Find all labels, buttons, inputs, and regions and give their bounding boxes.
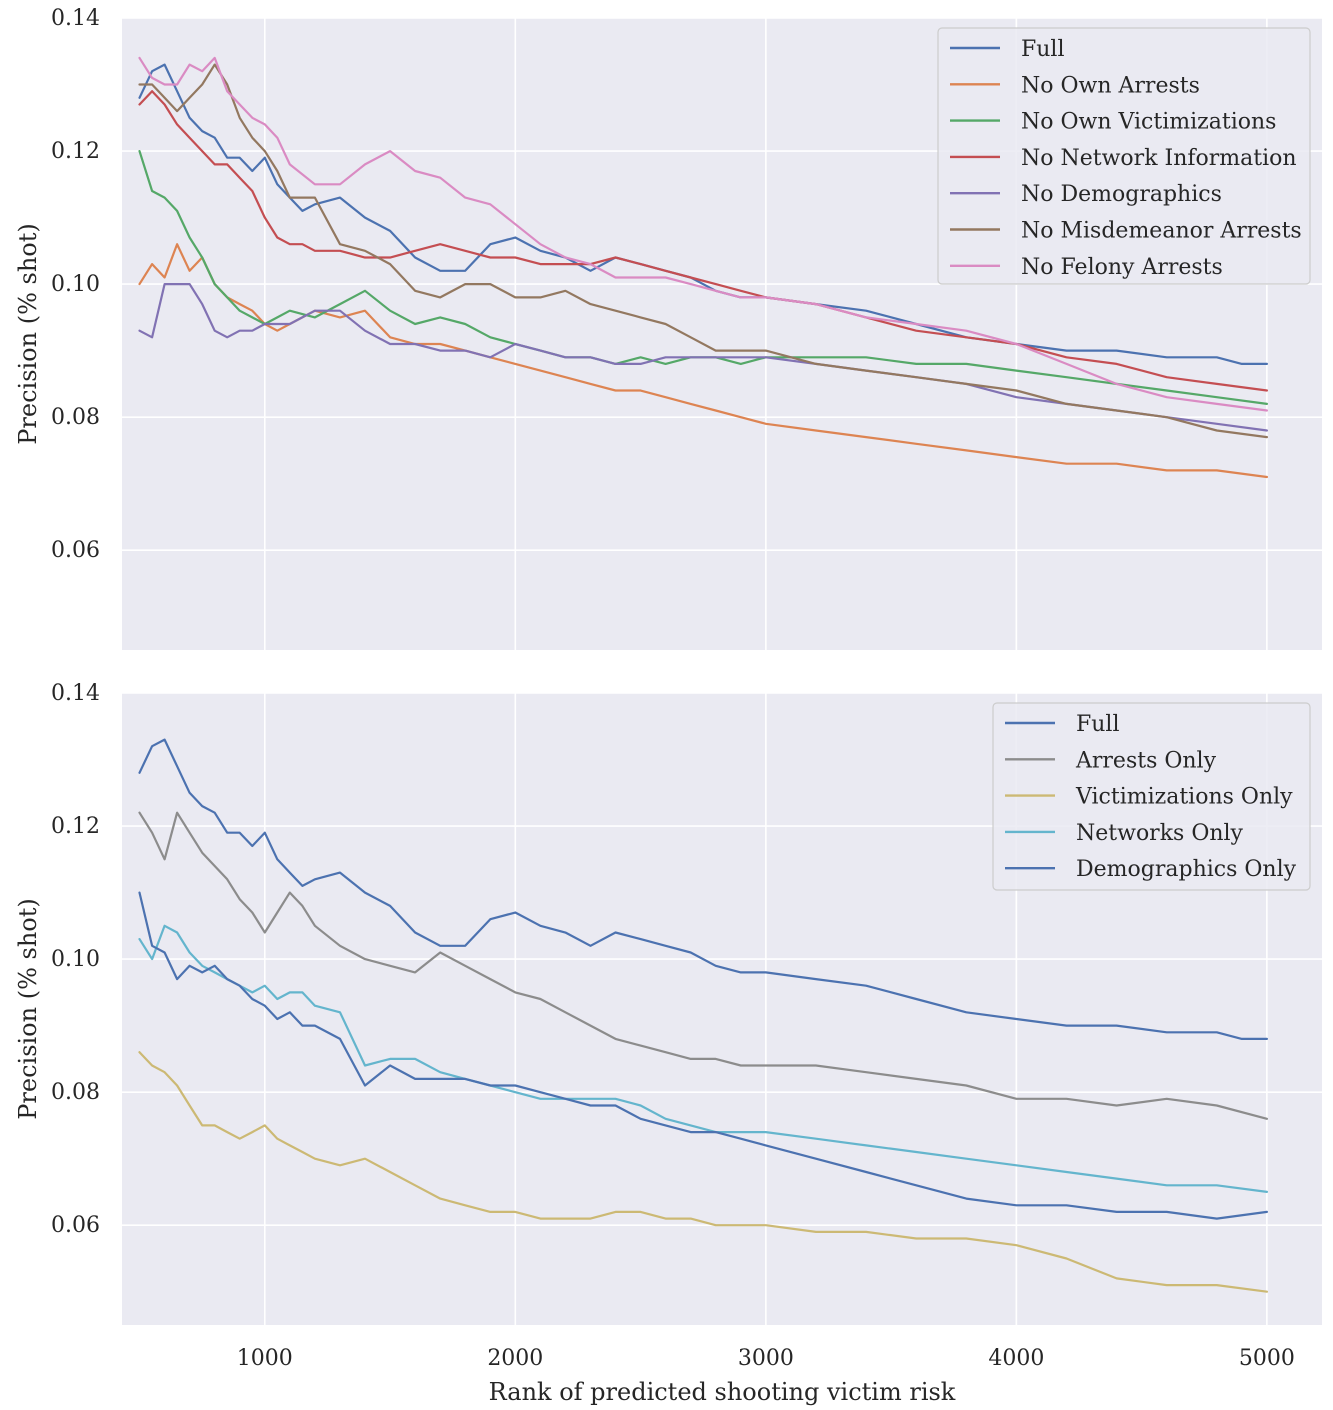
y-tick-label: 0.06 (51, 1213, 100, 1238)
x-tick-label: 3000 (738, 1346, 794, 1371)
y-axis-label: Precision (% shot) (14, 898, 42, 1120)
y-axis-label: Precision (% shot) (14, 223, 42, 445)
chart-panel-1: 0.06 0.08 0.10 0.12 0.14 Precision (% shot) Fu… (14, 6, 1322, 650)
legend: Full Arrests Only Victimizations Only Netwo… (992, 702, 1311, 891)
y-tick-label: 0.12 (51, 139, 100, 164)
legend-label: No Own Arrests (1021, 73, 1200, 98)
series-line-full (138, 63, 1268, 365)
legend-label: No Demographics (1021, 182, 1222, 207)
x-tick-label: 4000 (988, 1346, 1044, 1371)
series-line-no-felony-arrests (138, 56, 1268, 412)
series-line-full (138, 738, 1268, 1040)
y-tick-label: 0.06 (51, 538, 100, 563)
legend-label: Full (1021, 37, 1065, 62)
x-tick-label: 2000 (487, 1346, 543, 1371)
chart-panel-2: 0.06 0.08 0.10 0.12 0.14 1000 2000 3000 4000 5000… (14, 681, 1322, 1406)
legend-label: Arrests Only (1075, 748, 1217, 773)
legend: Full No Own Arrests No Own Victimizations N… (937, 27, 1311, 285)
y-tick-label: 0.08 (51, 405, 100, 430)
legend-label: No Misdemeanor Arrests (1021, 219, 1302, 244)
y-tick-label: 0.14 (51, 681, 100, 706)
series-line-victimizations-only (138, 1051, 1268, 1293)
series-line-no-network-information (138, 90, 1268, 392)
legend-label: No Own Victimizations (1021, 110, 1276, 135)
series-line-no-own-victimizations (138, 150, 1268, 405)
y-tick-label: 0.08 (51, 1080, 100, 1105)
y-tick-label: 0.10 (51, 947, 100, 972)
legend-box (937, 27, 1311, 285)
legend-label: Demographics Only (1076, 857, 1297, 882)
y-tick-label: 0.12 (51, 814, 100, 839)
legend-label: Victimizations Only (1075, 785, 1293, 810)
legend-label: Networks Only (1076, 821, 1244, 846)
series-line-demographics-only (138, 891, 1268, 1220)
legend-label: No Felony Arrests (1021, 255, 1223, 280)
legend-box (992, 702, 1311, 891)
y-tick-label: 0.14 (51, 6, 100, 31)
y-tick-label: 0.10 (51, 272, 100, 297)
series-line-arrests-only (138, 811, 1268, 1120)
x-axis-label: Rank of predicted shooting victim risk (489, 1378, 956, 1406)
series-line-no-misdemeanor-arrests (138, 63, 1268, 439)
x-tick-label: 5000 (1239, 1346, 1295, 1371)
legend-label: No Network Information (1021, 146, 1297, 171)
legend-label: Full (1076, 712, 1120, 737)
x-tick-label: 1000 (237, 1346, 293, 1371)
